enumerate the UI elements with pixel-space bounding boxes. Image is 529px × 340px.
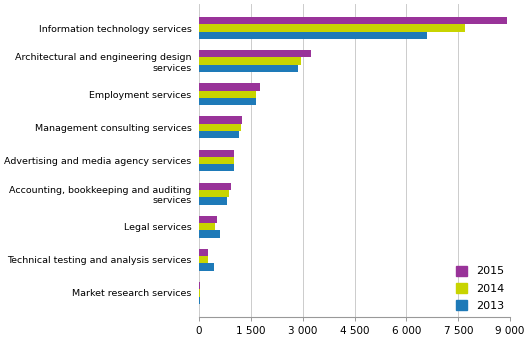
Bar [199, 197, 227, 205]
Bar [199, 83, 260, 90]
Bar [199, 256, 208, 264]
Bar [199, 282, 200, 289]
Bar [199, 50, 312, 57]
Legend: 2015, 2014, 2013: 2015, 2014, 2013 [457, 266, 505, 311]
Bar [199, 190, 230, 197]
Bar [199, 296, 200, 304]
Bar [199, 124, 241, 131]
Bar [199, 216, 217, 223]
Bar [199, 17, 507, 24]
Bar [199, 131, 239, 138]
Bar [199, 231, 221, 238]
Bar [199, 157, 234, 164]
Bar [199, 150, 234, 157]
Bar [199, 289, 200, 296]
Bar [199, 183, 231, 190]
Bar [199, 32, 427, 39]
Bar [199, 249, 208, 256]
Bar [199, 98, 256, 105]
Bar [199, 223, 215, 231]
Bar [199, 90, 256, 98]
Bar [199, 116, 242, 124]
Bar [199, 164, 234, 171]
Bar [199, 65, 298, 72]
Bar [199, 24, 465, 32]
Bar [199, 264, 214, 271]
Bar [199, 57, 301, 65]
